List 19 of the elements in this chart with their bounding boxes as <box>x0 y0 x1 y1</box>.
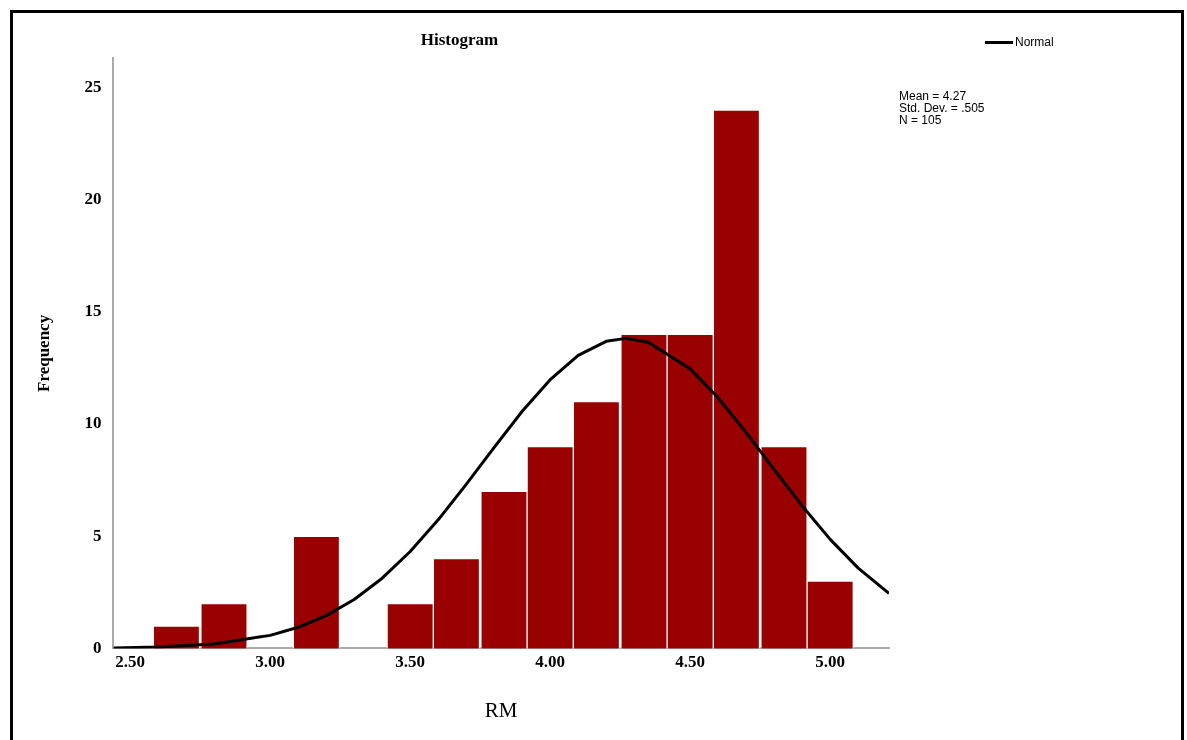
x-tick-label: 4.00 <box>535 651 566 671</box>
x-tick-label: 3.50 <box>395 651 426 671</box>
legend-label: Normal <box>1015 35 1054 49</box>
y-tick-label: 25 <box>84 76 102 96</box>
chart-title: Histogram <box>420 29 499 49</box>
x-tick-label: 4.50 <box>675 651 706 671</box>
y-tick-label: 20 <box>84 189 102 209</box>
x-axis-title: RM <box>484 697 518 722</box>
y-tick-label: 15 <box>84 301 102 321</box>
y-axis-title: Frequency <box>33 314 53 392</box>
y-tick-label: 10 <box>84 413 102 433</box>
text: N = 105 <box>899 112 942 127</box>
x-tick-label: 5.00 <box>815 651 846 671</box>
y-tick-label: 5 <box>92 525 102 545</box>
x-tick-label: 3.00 <box>255 651 286 671</box>
text: Std. Dev. = .505 <box>899 100 985 115</box>
text: Mean = 4.27 <box>899 88 967 103</box>
x-tick-label: 2.50 <box>115 651 146 671</box>
y-tick-label: 0 <box>92 637 102 657</box>
